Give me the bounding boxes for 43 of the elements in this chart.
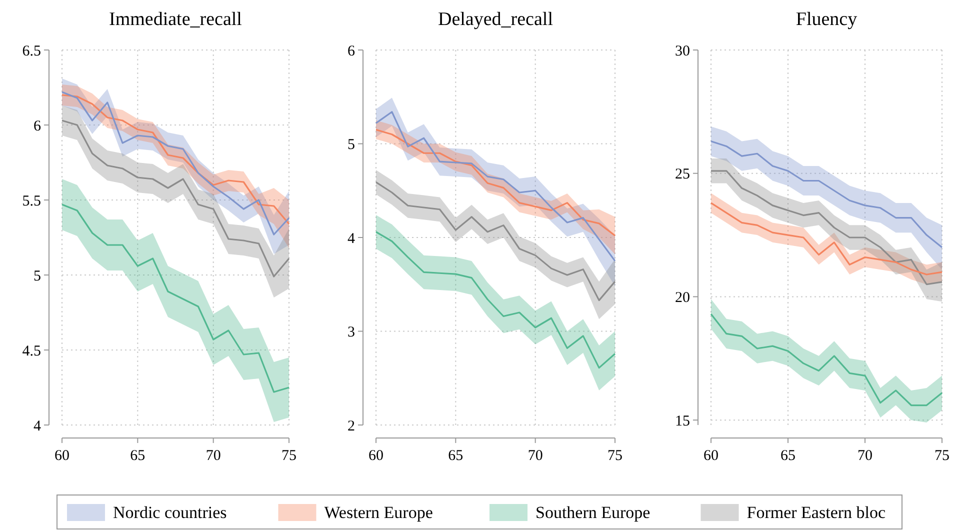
- y-tick-label: 6: [34, 118, 42, 134]
- line-series: [375, 128, 616, 236]
- x-tick-label: 75: [282, 448, 296, 464]
- x-tick-label: 75: [608, 448, 622, 464]
- x-tick-label: 65: [130, 448, 146, 464]
- x-tick-label: 60: [368, 448, 384, 464]
- y-tick-label: 6: [348, 43, 356, 60]
- y-tick-label: 6.5: [22, 43, 41, 60]
- legend-label: Nordic countries: [113, 502, 227, 522]
- x-tick-label: 60: [704, 448, 718, 464]
- legend-label: Southern Europe: [536, 502, 650, 522]
- y-tick-label: 4: [34, 418, 42, 434]
- y-tick-label: 5.5: [22, 193, 41, 210]
- y-tick-label: 2: [348, 418, 355, 434]
- y-tick-label: 4: [348, 230, 356, 247]
- line-series: [710, 170, 943, 286]
- chart-title: Immediate_recall: [109, 9, 242, 30]
- line-series: [375, 231, 616, 369]
- x-tick-label: 70: [858, 448, 872, 464]
- y-tick-label: 15: [675, 413, 690, 430]
- y-tick-label: 20: [675, 290, 690, 306]
- chart-title: Fluency: [796, 9, 858, 30]
- chart-title: Delayed_recall: [438, 9, 553, 30]
- x-tick-label: 70: [206, 448, 221, 464]
- line-series: [61, 120, 290, 278]
- legend-label: Western Europe: [324, 502, 433, 522]
- line-series: [710, 313, 943, 406]
- y-tick-label: 3: [348, 324, 355, 340]
- x-tick-label: 75: [934, 448, 950, 464]
- y-tick-label: 5: [34, 268, 41, 284]
- y-tick-label: 30: [675, 43, 690, 60]
- x-tick-label: 65: [780, 448, 796, 464]
- y-tick-label: 4.5: [22, 343, 41, 360]
- line-series: [61, 204, 290, 393]
- line-series: [710, 140, 943, 248]
- legend-label: Former Eastern bloc: [746, 502, 886, 522]
- x-tick-label: 70: [528, 448, 543, 464]
- x-tick-label: 65: [448, 448, 464, 464]
- y-tick-label: 5: [348, 137, 355, 153]
- line-series: [710, 202, 943, 276]
- y-tick-label: 25: [675, 166, 690, 183]
- x-tick-label: 60: [54, 448, 70, 464]
- line-series: [375, 181, 616, 302]
